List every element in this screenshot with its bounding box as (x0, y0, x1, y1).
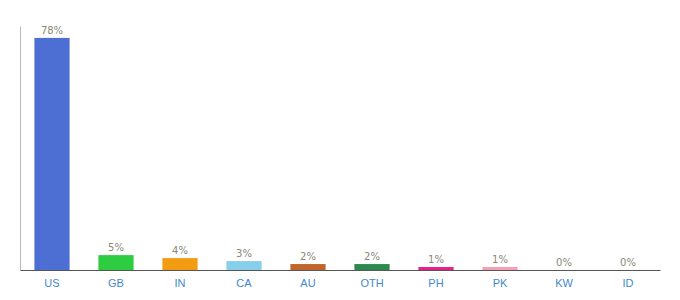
x-tick: AU (300, 277, 315, 289)
data-label: 1% (492, 254, 508, 265)
x-tick: CA (236, 277, 252, 289)
bar (34, 38, 69, 270)
bar (162, 258, 197, 270)
data-label: 78% (41, 25, 63, 36)
plot: US GB IN CA AU OTH PH PK KW ID 78% 5% 4% 3% 2% 2% 1% 1% 0%… (21, 25, 661, 289)
x-tick-label: US (44, 277, 59, 289)
data-label: 4% (172, 245, 188, 256)
x-tick: ID (623, 277, 634, 289)
data-label: 0% (556, 257, 572, 268)
bar (482, 267, 517, 270)
x-tick: US (44, 277, 59, 289)
data-label: 0% (620, 257, 636, 268)
x-tick-label: IN (175, 277, 186, 289)
bar (98, 255, 133, 270)
x-tick: GB (108, 277, 124, 289)
x-tick-label: KW (555, 277, 573, 289)
x-tick: KW (555, 277, 573, 289)
x-tick-label: AU (300, 277, 315, 289)
data-labels: 78% 5% 4% 3% 2% 2% 1% 1% 0% 0% (41, 25, 636, 268)
x-axis: US GB IN CA AU OTH PH PK KW ID (21, 271, 661, 289)
x-tick: OTH (360, 277, 383, 289)
chart: US GB IN CA AU OTH PH PK KW ID 78% 5% 4% 3% 2% 2% 1% 1% 0%… (0, 0, 680, 300)
bar (226, 261, 261, 270)
bar (290, 264, 325, 270)
data-label: 2% (364, 251, 380, 262)
bars (34, 38, 517, 270)
data-label: 1% (428, 254, 444, 265)
y-axis (20, 27, 21, 271)
x-tick-label: CA (236, 277, 252, 289)
data-label: 5% (108, 242, 124, 253)
bar (354, 264, 389, 270)
x-tick-label: OTH (360, 277, 383, 289)
x-tick-label: PK (493, 277, 508, 289)
x-tick-label: GB (108, 277, 124, 289)
data-label: 3% (236, 248, 252, 259)
x-tick-label: ID (623, 277, 634, 289)
x-tick-label: PH (428, 277, 443, 289)
y-axis-line (20, 27, 21, 271)
x-tick: PH (428, 277, 443, 289)
x-tick: PK (493, 277, 508, 289)
x-tick: IN (175, 277, 186, 289)
bar (418, 267, 453, 270)
x-axis-line (21, 270, 661, 271)
data-label: 2% (300, 251, 316, 262)
